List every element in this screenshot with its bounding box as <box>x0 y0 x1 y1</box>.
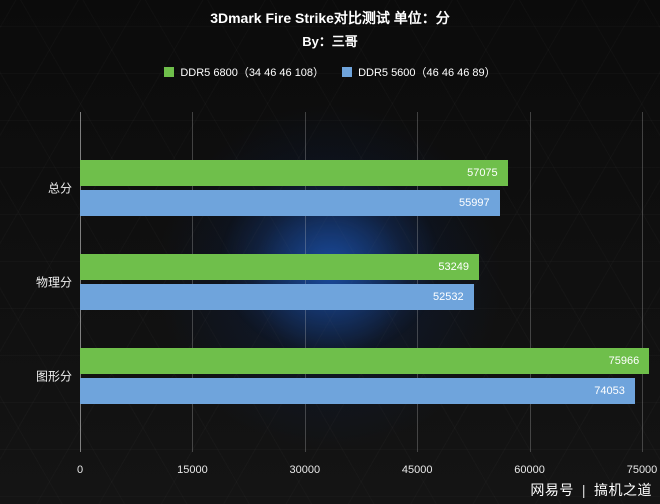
legend-label: DDR5 5600（46 46 46 89） <box>358 64 496 80</box>
x-tick-label: 60000 <box>514 464 545 476</box>
bar: 57075 <box>80 160 508 186</box>
bar: 55997 <box>80 190 500 216</box>
category-label: 图形分 <box>16 368 72 385</box>
bar: 75966 <box>80 348 649 374</box>
title-block: 3Dmark Fire Strike对比测试 单位：分 By：三哥 <box>0 0 660 50</box>
watermark: 网易号 | 搞机之道 <box>530 480 652 500</box>
bar-value-label: 52532 <box>433 291 464 303</box>
bar-value-label: 55997 <box>459 197 490 209</box>
watermark-left: 网易号 <box>530 480 574 500</box>
legend-swatch <box>342 67 352 77</box>
bar: 74053 <box>80 378 635 404</box>
legend-label: DDR5 6800（34 46 46 108） <box>180 64 324 80</box>
x-tick-label: 0 <box>77 464 83 476</box>
bar-group: 总分5707555997 <box>80 160 642 216</box>
x-tick-label: 75000 <box>627 464 658 476</box>
watermark-right: 搞机之道 <box>594 480 652 500</box>
bar-group: 物理分5324952532 <box>80 254 642 310</box>
bar-value-label: 75966 <box>609 355 640 367</box>
x-tick-label: 15000 <box>177 464 208 476</box>
bar-value-label: 57075 <box>467 167 498 179</box>
bar: 52532 <box>80 284 474 310</box>
legend: DDR5 6800（34 46 46 108） DDR5 5600（46 46 4… <box>0 64 660 80</box>
bar-group: 图形分7596674053 <box>80 348 642 404</box>
chart-container: 3Dmark Fire Strike对比测试 单位：分 By：三哥 DDR5 6… <box>0 0 660 504</box>
x-tick-label: 30000 <box>290 464 321 476</box>
plot-area: 01500030000450006000075000总分5707555997物理… <box>80 112 642 452</box>
grid-line <box>642 112 643 452</box>
bar-value-label: 53249 <box>438 261 469 273</box>
category-label: 总分 <box>16 180 72 197</box>
legend-item: DDR5 5600（46 46 46 89） <box>342 64 496 80</box>
watermark-divider: | <box>582 482 586 498</box>
bar-value-label: 74053 <box>594 385 625 397</box>
chart-title: 3Dmark Fire Strike对比测试 单位：分 <box>0 8 660 29</box>
chart-subtitle: By：三哥 <box>0 31 660 50</box>
legend-swatch <box>164 67 174 77</box>
legend-item: DDR5 6800（34 46 46 108） <box>164 64 324 80</box>
x-tick-label: 45000 <box>402 464 433 476</box>
category-label: 物理分 <box>16 274 72 291</box>
bar: 53249 <box>80 254 479 280</box>
